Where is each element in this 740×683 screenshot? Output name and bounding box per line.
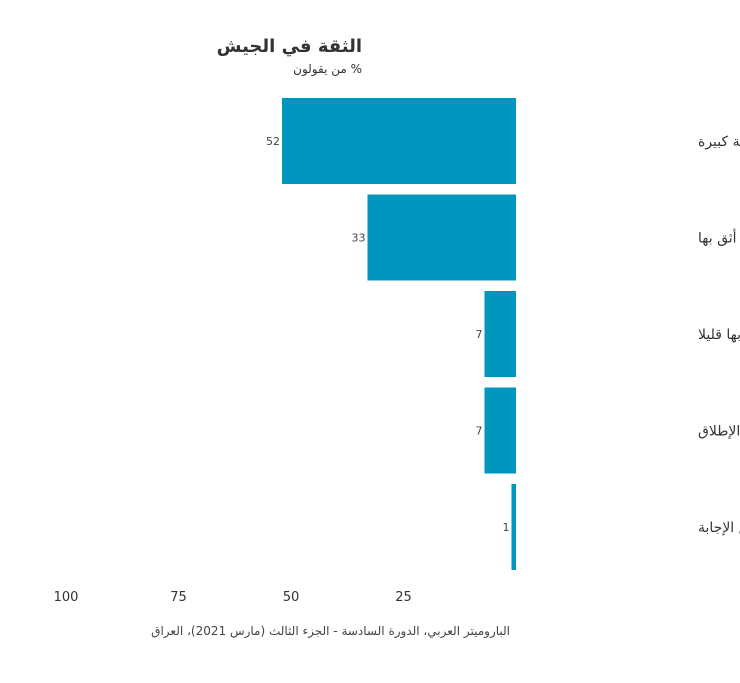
category-label: لا أثق بها على الإطلاق xyxy=(698,422,740,440)
bar xyxy=(367,194,516,281)
bar-value-label: 7 xyxy=(476,425,483,438)
x-tick-label: 75 xyxy=(170,590,187,605)
bar xyxy=(282,98,516,184)
x-tick-label: 50 xyxy=(283,590,300,605)
bar-value-label: 33 xyxy=(352,232,366,245)
chart-title: الثقة في الجيش xyxy=(216,36,362,57)
bar-value-label: 1 xyxy=(503,521,510,534)
category-label: أثق بها قليلا xyxy=(698,325,740,343)
chart-source: الباروميتر العربي، الدورة السادسة - الجز… xyxy=(151,624,510,638)
bar-value-label: 52 xyxy=(266,135,280,148)
bar xyxy=(511,484,516,570)
bar-value-label: 7 xyxy=(476,328,483,341)
bar xyxy=(484,291,516,377)
bar xyxy=(484,387,516,474)
x-tick-label: 25 xyxy=(395,590,412,605)
chart-subtitle: % من يقولون xyxy=(293,62,362,76)
x-tick-label: 100 xyxy=(54,590,79,605)
category-label: أثق بها إلى درجة كبيرة xyxy=(698,132,740,150)
category-label: لا أعرف/رفض الإجابة xyxy=(698,518,740,536)
category-label: أثق بها xyxy=(698,229,737,247)
